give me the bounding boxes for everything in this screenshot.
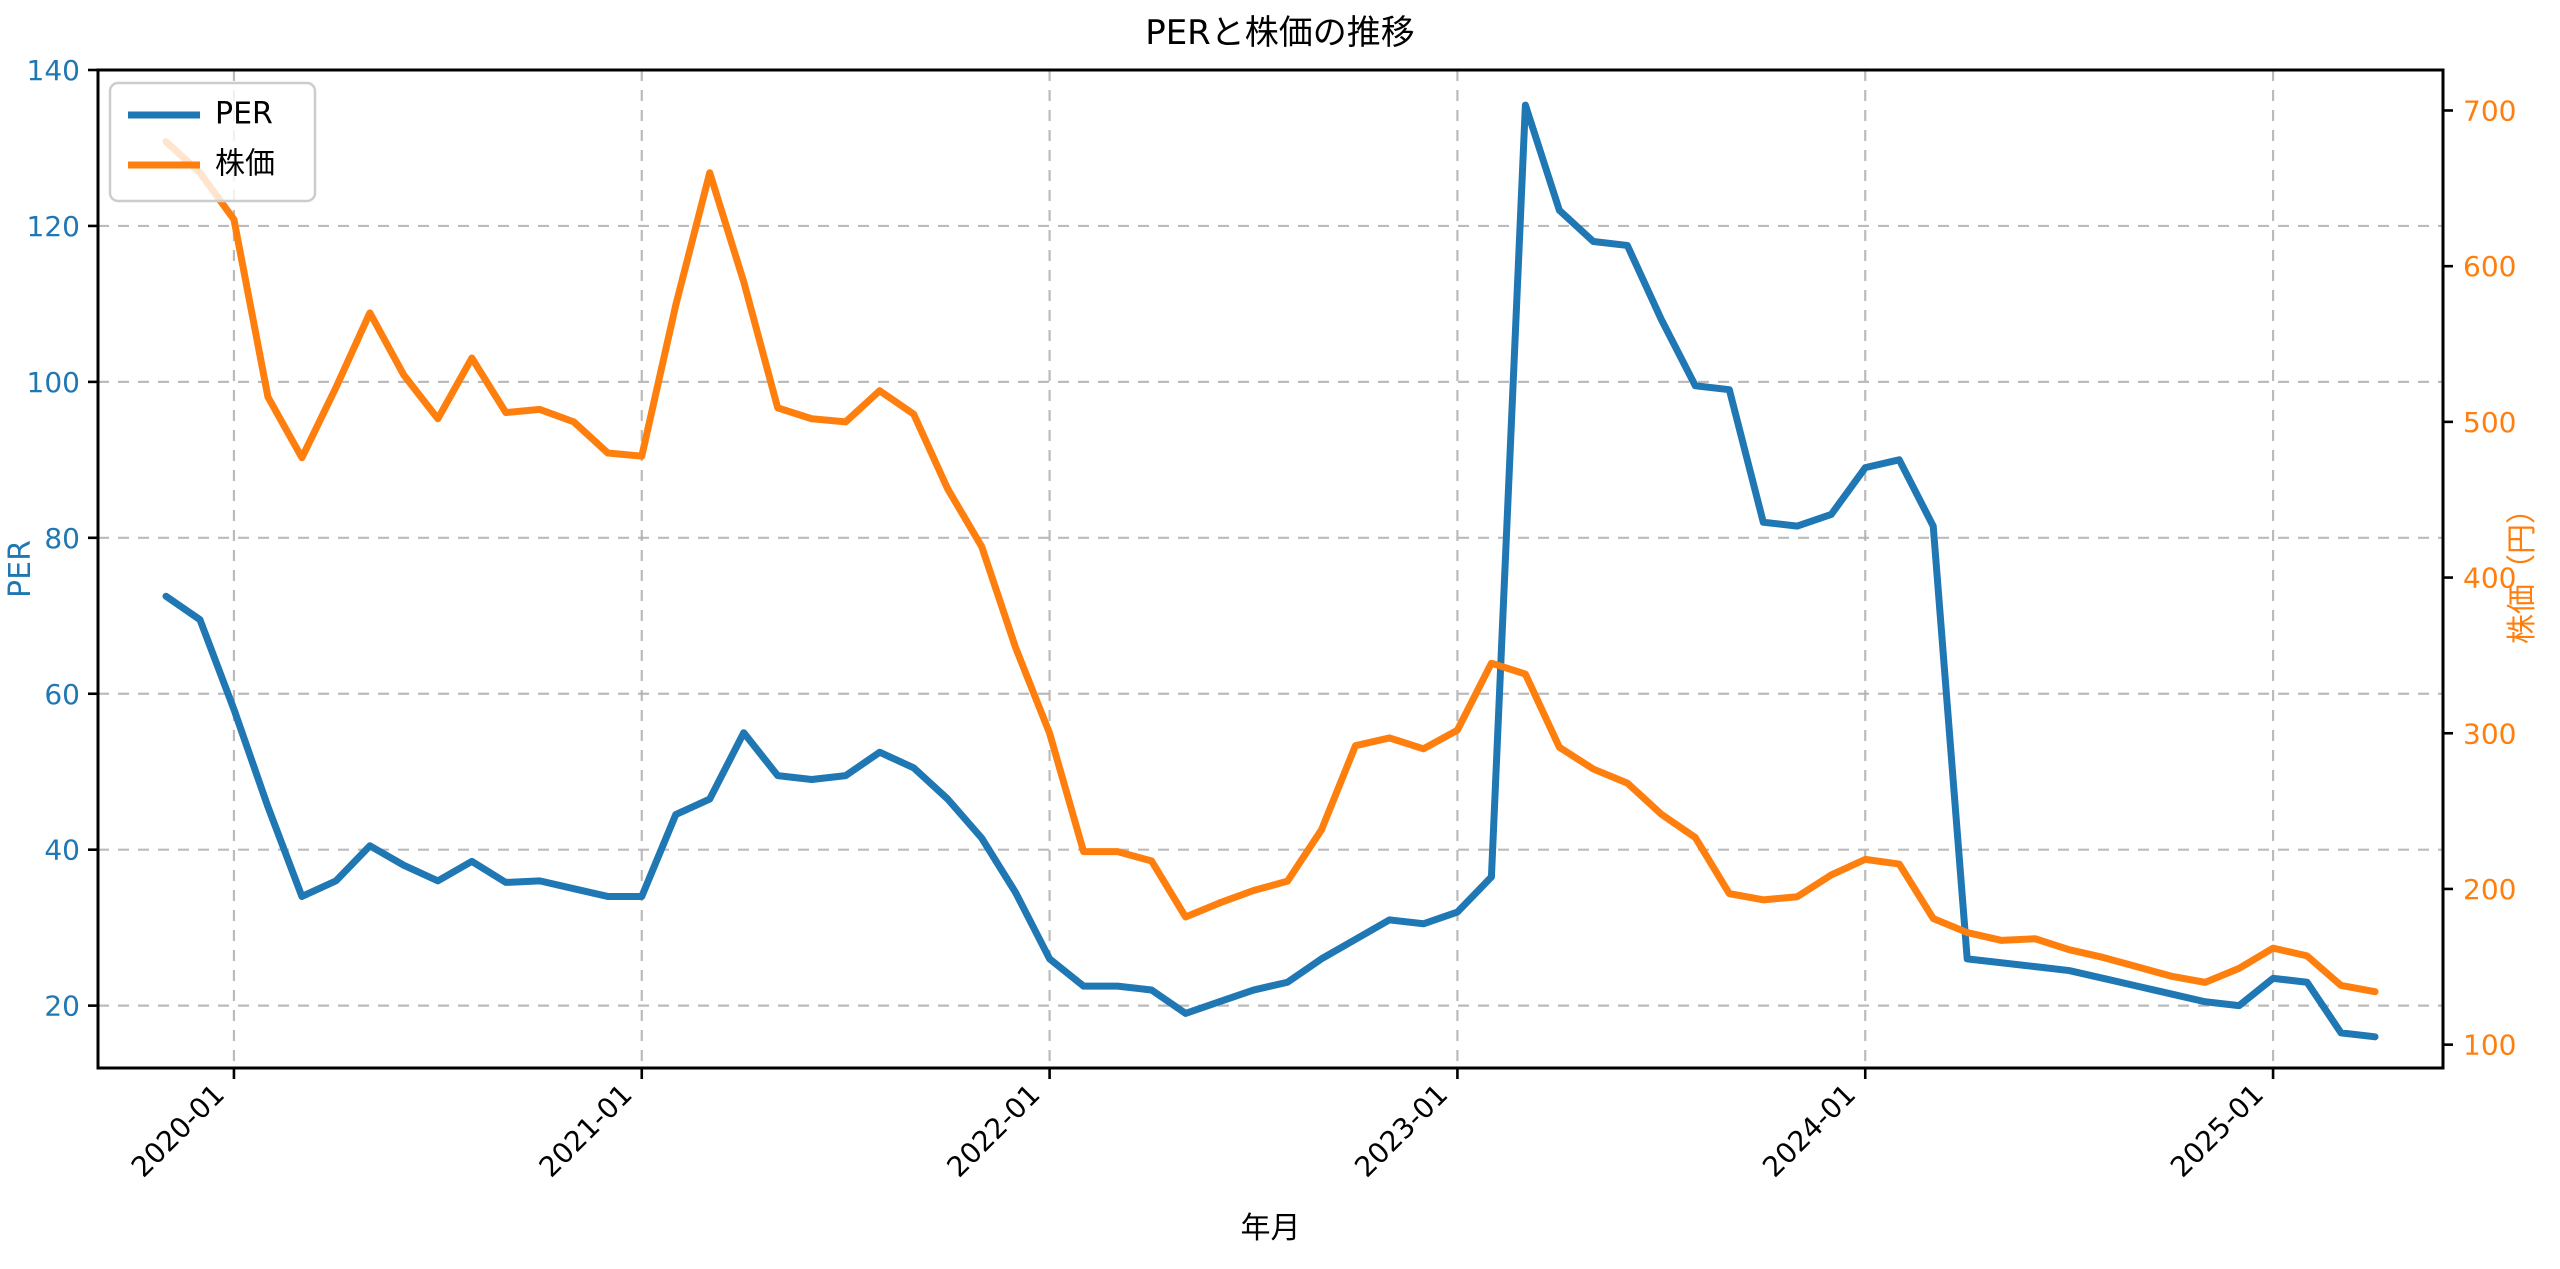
y-tick-label-left: 40 xyxy=(44,834,80,867)
y-tick-label-right: 400 xyxy=(2463,562,2516,595)
y-tick-label-left: 140 xyxy=(27,54,80,87)
axis-ticks xyxy=(88,68,2453,1079)
y-axis-label-right: 株価（円） xyxy=(2505,494,2540,644)
y-tick-label-left: 20 xyxy=(44,990,80,1023)
axis-spines xyxy=(96,68,2445,1070)
legend-label-株価: 株価 xyxy=(215,147,275,182)
plot-border xyxy=(96,68,2445,1070)
x-axis-label: 年月 xyxy=(1241,1211,1301,1246)
series-line-per xyxy=(162,101,2379,1041)
y-tick-label-left: 80 xyxy=(44,522,80,555)
y-tick-label-right: 500 xyxy=(2463,406,2516,439)
plot-area xyxy=(98,70,2443,1068)
y-tick-label-right: 300 xyxy=(2463,717,2516,750)
y-axis-label-left: PER xyxy=(3,540,38,598)
y-tick-label-right: 700 xyxy=(2463,94,2516,127)
series-line-kabuka xyxy=(162,138,2379,996)
legend-background xyxy=(108,81,317,203)
y-tick-label-left: 100 xyxy=(27,366,80,399)
y-tick-label-right: 100 xyxy=(2463,1029,2516,1062)
chart-title: PERと株価の推移 xyxy=(1145,13,1415,53)
y-tick-label-left: 120 xyxy=(27,210,80,243)
data-series xyxy=(162,101,2379,1041)
y-tick-label-left: 60 xyxy=(44,678,80,711)
y-tick-label-right: 200 xyxy=(2463,873,2516,906)
chart-legend[interactable]: PER 株価 xyxy=(108,81,317,203)
legend-label-PER: PER xyxy=(215,97,273,132)
y-tick-label-right: 600 xyxy=(2463,250,2516,283)
